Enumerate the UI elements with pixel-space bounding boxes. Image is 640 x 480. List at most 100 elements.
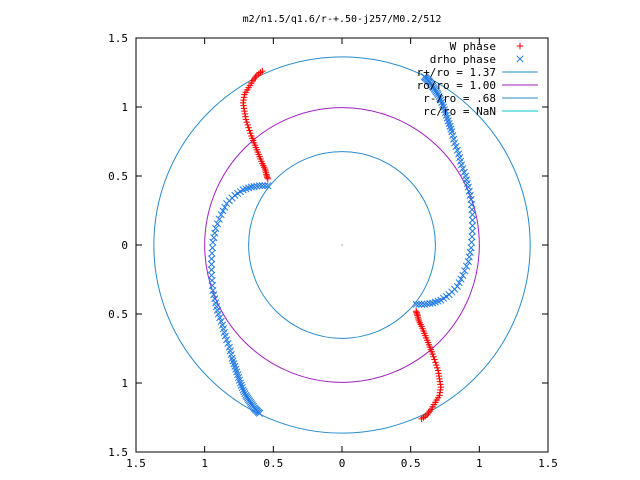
cross-mark-b [207, 255, 216, 263]
cross-mark-b [207, 260, 216, 268]
cross-mark-b [468, 233, 476, 241]
cross-mark-b [223, 336, 231, 344]
cross-mark-b [420, 73, 428, 81]
cross-mark-b [467, 195, 475, 204]
cross-mark-b [236, 379, 244, 387]
legend-label-1: drho phase [430, 53, 496, 66]
cross-mark-b [212, 299, 220, 307]
cross-mark-b [415, 300, 423, 308]
cross-mark-b [253, 182, 261, 190]
cross-mark-b [450, 135, 458, 143]
cross-mark-b [208, 249, 216, 257]
cross-mark-b [465, 253, 473, 261]
cross-mark-b [467, 238, 476, 246]
cross-mark-b [439, 101, 447, 109]
cross-mark-b [238, 384, 246, 392]
x-tick-label: 1 [201, 457, 208, 470]
cross-mark-b [466, 248, 474, 256]
cross-mark-b [215, 215, 223, 223]
cross-mark-b [220, 328, 228, 336]
cross-mark-b [459, 165, 467, 173]
cross-mark-b [219, 325, 227, 333]
cross-mark-b [418, 300, 426, 308]
cross-mark-b [465, 187, 473, 195]
legend-label-5: rc/ro = NaN [423, 105, 496, 118]
x-tick-label: 0.5 [401, 457, 421, 470]
cross-mark-b [213, 220, 222, 228]
cross-mark-b [412, 300, 420, 308]
cross-mark-b [457, 275, 465, 283]
cross-mark-b [237, 381, 245, 389]
cross-mark-b [449, 131, 457, 140]
cross-mark-b [463, 179, 471, 187]
legend-label-0: W phase [450, 40, 496, 53]
cross-mark-b [241, 390, 249, 398]
cross-mark-b [214, 310, 222, 318]
cross-mark-b [211, 295, 219, 303]
cross-mark-b [234, 373, 243, 382]
cross-mark-b [467, 244, 475, 252]
cross-mark-b [457, 157, 465, 165]
cross-mark-b [210, 291, 218, 299]
cross-mark-b [468, 216, 477, 224]
circle-curves [153, 56, 531, 434]
cross-mark-b [221, 203, 229, 211]
cross-mark-b [228, 354, 236, 362]
cross-mark-b [464, 183, 472, 191]
cross-mark-b [261, 182, 269, 190]
cross-mark-b [233, 368, 241, 376]
cross-mark-b [227, 350, 235, 359]
cross-mark-b [225, 343, 233, 351]
x-tick-label: 0.5 [263, 457, 283, 470]
cross-mark-b [446, 122, 454, 130]
cross-mark-b [462, 262, 471, 270]
cross-mark-b [240, 388, 248, 396]
cross-mark-b [447, 125, 455, 133]
legend-label-4: r-/ro = .68 [423, 92, 496, 105]
cross-mark-b [221, 332, 229, 340]
cross-mark-b [209, 238, 217, 246]
cross-mark-b [436, 94, 444, 102]
cross-mark-b [258, 182, 266, 190]
cross-mark-b [455, 150, 463, 158]
y-tick-label: 1.5 [108, 446, 128, 459]
cross-mark-b [423, 300, 431, 308]
cross-mark-b [235, 376, 244, 384]
y-tick-label: 1.5 [108, 32, 128, 45]
cross-mark-b [209, 286, 217, 295]
y-tick-label: 0.5 [108, 308, 128, 321]
cross-mark-b [218, 321, 227, 329]
cross-mark-b [460, 168, 468, 176]
cross-mark-b [452, 143, 460, 151]
cross-mark-b [239, 386, 247, 394]
cross-mark-b [451, 139, 459, 147]
cross-mark-b [459, 271, 467, 279]
cross-mark-b [264, 182, 272, 190]
x-tick-label: 1 [476, 457, 483, 470]
cross-mark-b [445, 120, 453, 128]
cross-mark-b [223, 200, 231, 208]
cross-mark-b [438, 98, 446, 106]
cross-mark-b [256, 182, 264, 190]
cross-mark-b [462, 176, 471, 184]
cross-mark-b [207, 266, 216, 274]
cross-mark-b [468, 227, 477, 235]
y-tick-label: 0.5 [108, 170, 128, 183]
cross-mark-b [231, 362, 239, 370]
y-tick-label: 1 [121, 377, 128, 390]
cross-mark-b [456, 154, 464, 162]
cross-mark-b [234, 371, 242, 379]
cross-mark-b [453, 146, 461, 154]
legend-label-2: r+/ro = 1.37 [417, 66, 496, 79]
x-tick-label: 0 [339, 457, 346, 470]
cross-mark-b [212, 224, 220, 232]
cross-mark-b [443, 114, 451, 122]
cross-mark-b [464, 258, 472, 266]
cross-mark-b [455, 279, 463, 287]
cross-mark-b [256, 409, 264, 417]
radius-circle-3 [204, 107, 480, 383]
cross-mark-b [461, 267, 469, 275]
cross-mark-b [516, 55, 524, 63]
